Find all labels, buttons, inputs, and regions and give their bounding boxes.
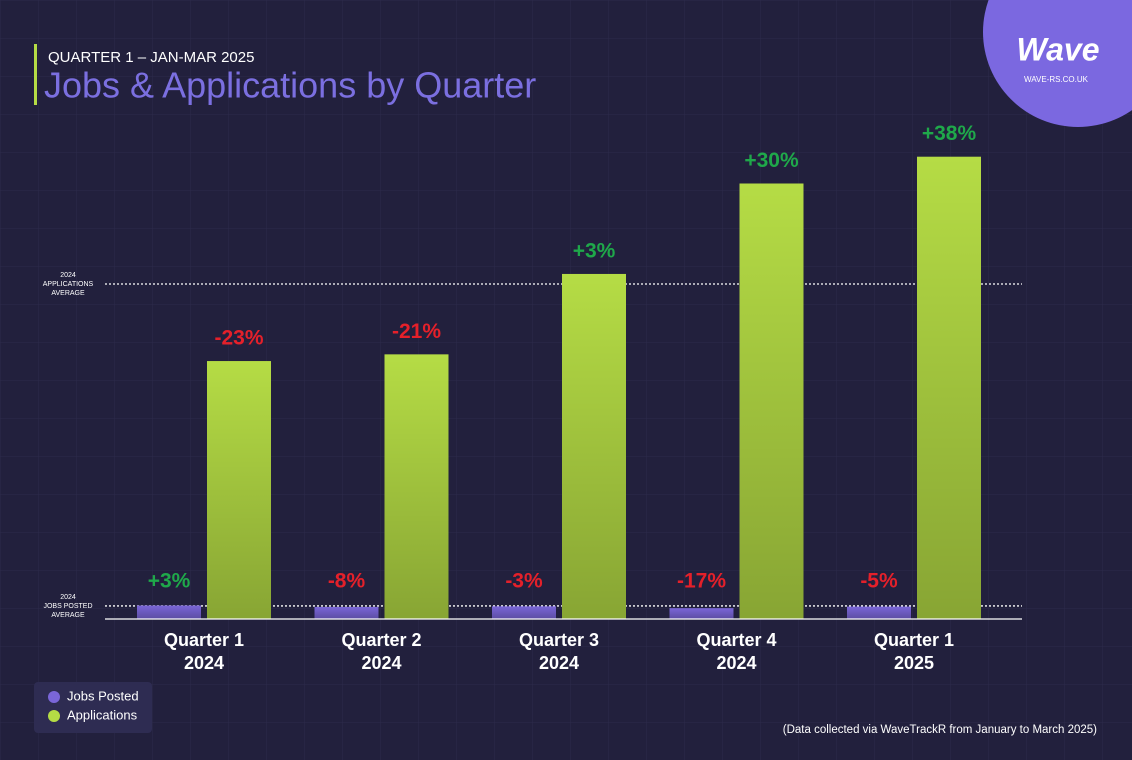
value-label: -5% [860,570,898,593]
bar-shade [847,606,911,619]
bar-shade [207,361,271,619]
reference-label: 2024 APPLICATIONS AVERAGE [43,272,94,297]
reference-label: 2024 JOBS POSTED AVERAGE [43,594,92,619]
x-tick-label: 2025 [894,653,934,673]
bar-shade [384,354,449,619]
chart-title: Jobs & Applications by Quarter [44,65,536,106]
x-tick-label: 2024 [361,653,401,673]
legend-swatch [48,691,60,703]
x-tick-label: Quarter 4 [696,630,776,650]
x-tick-label: Quarter 3 [519,630,599,650]
reference-label-line: 2024 [60,272,76,279]
bar-shade [314,606,379,619]
value-label: -3% [505,570,543,593]
value-label: -23% [214,327,263,350]
value-label: -8% [328,570,366,593]
reference-label-line: AVERAGE [51,290,85,297]
footnote: (Data collected via WaveTrackR from Janu… [783,724,1097,736]
reference-label-line: AVERAGE [51,612,85,619]
reference-label-line: JOBS POSTED [43,603,92,610]
legend-label: Applications [67,707,138,722]
logo-url: WAVE-RS.CO.UK [1024,75,1089,84]
legend-swatch [48,710,60,722]
bar-shade [739,183,804,619]
value-label: +30% [744,149,799,172]
x-tick-label: 2024 [716,653,756,673]
x-tick-label: 2024 [539,653,579,673]
value-label: -17% [677,570,726,593]
value-label: +38% [922,122,977,145]
bar-shade [669,608,734,619]
bar-shade [492,606,556,619]
value-label: -21% [392,320,441,343]
bar-shade [917,156,981,619]
title-accent [34,44,37,105]
logo-badge [983,0,1132,127]
reference-label-line: APPLICATIONS [43,281,94,288]
legend-label: Jobs Posted [67,688,139,703]
logo-text: Wave [1016,31,1099,67]
x-tick-label: Quarter 1 [874,630,954,650]
reference-label-line: 2024 [60,594,76,601]
bar-shade [562,273,626,619]
bar-shade [137,605,201,619]
value-label: +3% [148,570,191,593]
x-tick-label: Quarter 2 [341,630,421,650]
legend-box [34,682,152,733]
subtitle: QUARTER 1 – JAN-MAR 2025 [48,49,254,66]
x-tick-label: Quarter 1 [164,630,244,650]
x-tick-label: 2024 [184,653,224,673]
value-label: +3% [573,239,616,262]
